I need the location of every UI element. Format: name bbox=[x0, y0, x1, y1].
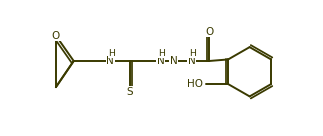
Text: S: S bbox=[126, 87, 133, 97]
Text: H: H bbox=[108, 49, 115, 58]
Text: HO: HO bbox=[187, 79, 203, 89]
Text: N: N bbox=[157, 56, 164, 66]
Text: N: N bbox=[106, 56, 114, 66]
Text: O: O bbox=[52, 31, 60, 41]
Text: H: H bbox=[190, 49, 196, 58]
Text: H: H bbox=[159, 49, 165, 58]
Text: N: N bbox=[170, 56, 178, 66]
Text: N: N bbox=[188, 56, 195, 66]
Text: O: O bbox=[205, 27, 214, 37]
